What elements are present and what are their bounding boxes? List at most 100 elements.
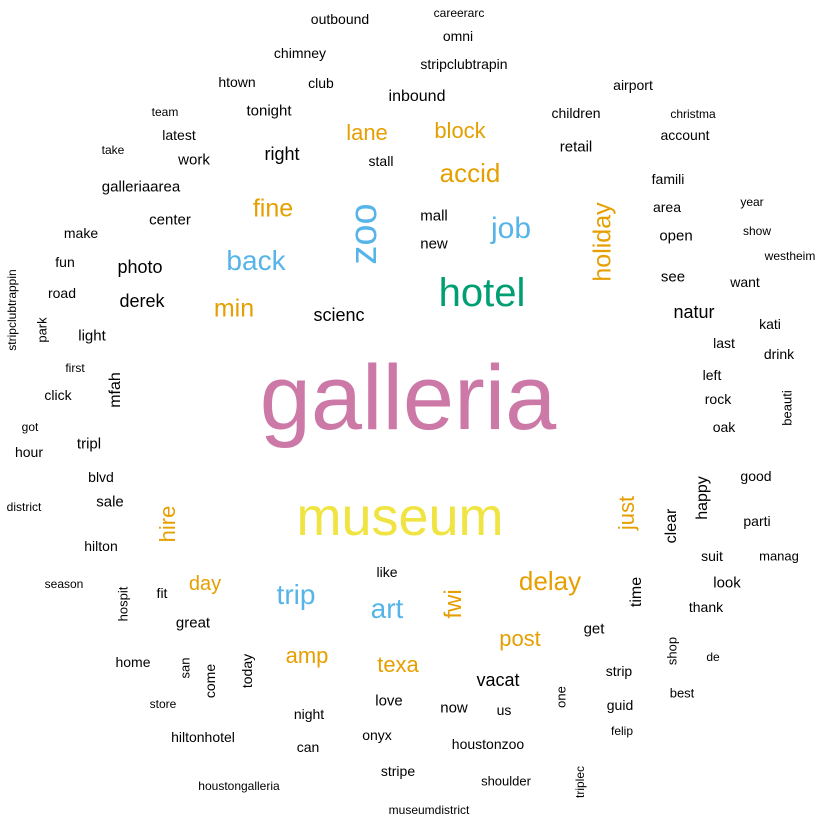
word-houstonzoo: houstonzoo bbox=[451, 736, 525, 752]
word-zoo: zoo bbox=[343, 203, 385, 265]
word-thank: thank bbox=[688, 599, 724, 615]
word-photo: photo bbox=[117, 257, 163, 277]
word-got: got bbox=[21, 420, 39, 434]
word-kati: kati bbox=[759, 316, 781, 332]
word-children: children bbox=[551, 105, 601, 121]
word-museum: museum bbox=[296, 487, 504, 547]
word-felip: felip bbox=[610, 724, 634, 738]
word-stripe: stripe bbox=[380, 763, 416, 779]
word-drink: drink bbox=[763, 346, 795, 362]
word-last: last bbox=[713, 335, 735, 351]
word-beauti: beauti bbox=[779, 390, 795, 426]
word-team: team bbox=[151, 105, 179, 119]
word-make: make bbox=[63, 225, 99, 241]
word-onyx: onyx bbox=[362, 727, 392, 743]
word-rock: rock bbox=[704, 391, 732, 407]
word-first: first bbox=[65, 361, 85, 375]
word-hilton: hilton bbox=[84, 538, 118, 554]
word-sale: sale bbox=[96, 493, 124, 511]
word-back: back bbox=[226, 245, 286, 276]
word-retail: retail bbox=[559, 138, 593, 156]
word-area: area bbox=[652, 199, 682, 215]
word-store: store bbox=[149, 697, 177, 711]
word-get: get bbox=[583, 620, 605, 638]
word-like: like bbox=[376, 564, 398, 580]
word-left: left bbox=[702, 367, 722, 383]
word-take: take bbox=[101, 143, 125, 157]
word-right: right bbox=[264, 144, 300, 164]
word-shop: shop bbox=[664, 636, 680, 666]
word-see: see bbox=[660, 268, 686, 286]
word-inbound: inbound bbox=[388, 88, 446, 105]
word-airport: airport bbox=[613, 77, 653, 93]
word-job: job bbox=[490, 212, 532, 245]
word-vacat: vacat bbox=[476, 670, 520, 690]
word-clear: clear bbox=[663, 508, 680, 544]
word-year: year bbox=[740, 195, 764, 209]
word-center: center bbox=[149, 211, 191, 229]
word-day: day bbox=[188, 573, 222, 595]
word-texa: texa bbox=[377, 652, 419, 677]
word-de: de bbox=[706, 650, 720, 664]
word-galleriaarea: galleriaarea bbox=[101, 178, 181, 196]
word-time: time bbox=[628, 576, 645, 608]
word-omni: omni bbox=[442, 28, 474, 44]
word-lane: lane bbox=[346, 120, 388, 145]
word-club: club bbox=[308, 75, 334, 91]
word-fwi: fwi bbox=[440, 589, 467, 619]
word-best: best bbox=[669, 685, 695, 701]
word-post: post bbox=[499, 626, 541, 651]
word-block: block bbox=[434, 118, 486, 143]
word-outbound: outbound bbox=[310, 11, 370, 27]
word-holiday: holiday bbox=[588, 202, 617, 282]
word-derek: derek bbox=[119, 291, 165, 311]
word-careerarc: careerarc bbox=[433, 6, 485, 20]
word-love: love bbox=[375, 692, 403, 710]
word-look: look bbox=[713, 574, 741, 592]
word-happy: happy bbox=[694, 476, 711, 520]
word-suit: suit bbox=[701, 548, 723, 564]
word-tripl: tripl bbox=[76, 435, 102, 453]
word-triplec: triplec bbox=[573, 765, 587, 799]
word-christma: christma bbox=[670, 107, 716, 121]
word-strip: strip bbox=[605, 663, 633, 679]
word-great: great bbox=[175, 614, 211, 632]
word-westheim: westheim bbox=[764, 249, 816, 263]
word-amp: amp bbox=[285, 643, 329, 668]
word-fun: fun bbox=[55, 254, 75, 270]
word-click: click bbox=[44, 387, 72, 403]
word-open: open bbox=[659, 227, 693, 245]
word-show: show bbox=[742, 224, 772, 238]
word-manag: manag bbox=[759, 548, 799, 564]
word-new: new bbox=[420, 235, 448, 253]
word-want: want bbox=[730, 274, 760, 290]
word-shoulder: shoulder bbox=[481, 773, 531, 789]
word-accid: accid bbox=[439, 158, 501, 188]
word-one: one bbox=[553, 686, 569, 708]
word-can: can bbox=[296, 739, 320, 755]
word-san: san bbox=[177, 657, 193, 679]
word-district: district bbox=[6, 500, 42, 514]
word-scienc: scienc bbox=[313, 305, 365, 325]
word-fine: fine bbox=[252, 194, 294, 223]
word-tonight: tonight bbox=[246, 102, 292, 120]
word-chimney: chimney bbox=[273, 45, 327, 61]
word-light: light bbox=[78, 327, 106, 345]
word-hotel: hotel bbox=[438, 271, 526, 315]
word-mall: mall bbox=[420, 207, 448, 225]
word-work: work bbox=[178, 151, 210, 169]
word-famili: famili bbox=[651, 171, 685, 187]
word-now: now bbox=[440, 699, 468, 717]
word-stripclubtrappin: stripclubtrappin bbox=[5, 269, 19, 351]
word-min: min bbox=[213, 294, 255, 323]
word-come: come bbox=[202, 663, 218, 699]
word-stall: stall bbox=[368, 153, 394, 169]
word-home: home bbox=[115, 654, 151, 670]
word-night: night bbox=[293, 706, 325, 722]
word-oak: oak bbox=[712, 419, 736, 435]
word-natur: natur bbox=[673, 302, 715, 322]
word-season: season bbox=[44, 577, 84, 591]
word-account: account bbox=[660, 127, 710, 143]
word-blvd: blvd bbox=[88, 469, 114, 485]
word-galleria: galleria bbox=[259, 347, 557, 449]
